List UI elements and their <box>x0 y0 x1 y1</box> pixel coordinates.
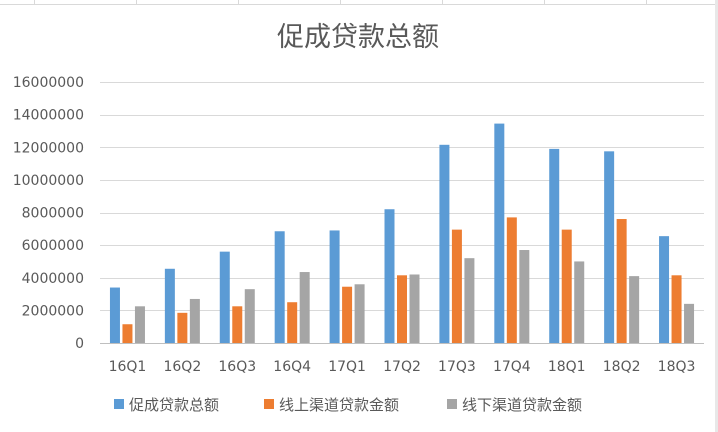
y-tick-label: 12000000 <box>13 140 84 156</box>
bar-16Q1-series-1[interactable] <box>109 287 120 343</box>
bar-18Q2-series-3[interactable] <box>629 276 640 343</box>
x-category-label: 17Q3 <box>438 359 476 375</box>
bar-17Q2-series-3[interactable] <box>409 274 420 343</box>
bar-16Q1-series-2[interactable] <box>122 324 133 343</box>
y-tick-label: 10000000 <box>13 173 84 189</box>
legend-label-series-1[interactable]: 促成贷款总额 <box>129 396 219 414</box>
bar-18Q3-series-1[interactable] <box>659 236 670 343</box>
bar-17Q3-series-3[interactable] <box>464 258 475 343</box>
bar-16Q1-series-3[interactable] <box>134 306 145 343</box>
bar-16Q3-series-2[interactable] <box>232 306 243 343</box>
spreadsheet-column-divider <box>544 0 545 5</box>
y-tick-label: 8000000 <box>22 206 84 222</box>
x-category-label: 18Q1 <box>548 359 586 375</box>
bar-17Q1-series-2[interactable] <box>342 286 353 343</box>
bar-17Q1-series-3[interactable] <box>354 284 365 343</box>
bar-16Q3-series-1[interactable] <box>219 251 230 343</box>
bar-18Q2-series-2[interactable] <box>616 219 627 343</box>
bar-18Q1-series-2[interactable] <box>561 229 572 343</box>
y-tick-label: 4000000 <box>22 271 84 287</box>
spreadsheet-column-divider <box>646 0 647 5</box>
bar-series-group <box>109 123 695 343</box>
bar-16Q2-series-3[interactable] <box>189 298 200 343</box>
spreadsheet-header-strip <box>0 0 718 5</box>
x-category-label: 17Q4 <box>493 359 531 375</box>
spreadsheet-column-divider <box>340 0 341 5</box>
spreadsheet-column-divider <box>136 0 137 5</box>
x-category-label: 18Q2 <box>603 359 641 375</box>
x-category-label: 17Q2 <box>383 359 421 375</box>
x-category-label: 18Q3 <box>658 359 696 375</box>
legend-swatch-series-1 <box>114 399 124 409</box>
y-tick-label: 16000000 <box>13 75 84 91</box>
bar-17Q4-series-2[interactable] <box>506 217 517 343</box>
bar-16Q2-series-1[interactable] <box>164 268 175 343</box>
legend[interactable]: 促成贷款总额 线上渠道贷款金额 线下渠道贷款金额 <box>114 396 582 414</box>
y-axis-tick-labels: 0 2000000 4000000 6000000 8000000 10000000 120… <box>13 75 84 352</box>
bar-18Q3-series-2[interactable] <box>671 275 682 343</box>
x-category-label: 17Q1 <box>328 359 366 375</box>
chart-title: 促成贷款总额 <box>277 22 439 53</box>
bar-16Q3-series-3[interactable] <box>244 289 255 343</box>
spreadsheet-column-divider <box>34 0 35 5</box>
spreadsheet-column-divider <box>442 0 443 5</box>
x-axis-category-labels: 16Q1 16Q2 16Q3 16Q4 17Q1 17Q2 17Q3 17Q4 18Q1 18Q2… <box>109 359 696 375</box>
bar-16Q2-series-2[interactable] <box>177 312 188 343</box>
bar-17Q3-series-1[interactable] <box>439 144 450 343</box>
legend-label-series-3[interactable]: 线下渠道贷款金额 <box>462 396 582 414</box>
bar-16Q4-series-2[interactable] <box>287 302 298 343</box>
y-tick-label: 2000000 <box>22 303 84 319</box>
bar-17Q4-series-3[interactable] <box>519 250 530 343</box>
legend-label-series-2[interactable]: 线上渠道贷款金额 <box>279 396 399 414</box>
legend-swatch-series-2 <box>264 399 274 409</box>
bar-18Q2-series-1[interactable] <box>604 151 615 343</box>
window-right-edge <box>715 0 718 432</box>
y-tick-label: 14000000 <box>13 108 84 124</box>
bar-17Q3-series-2[interactable] <box>451 229 462 343</box>
bar-16Q4-series-1[interactable] <box>274 231 285 343</box>
x-category-label: 16Q4 <box>273 359 311 375</box>
bar-16Q4-series-3[interactable] <box>299 272 310 343</box>
gridlines <box>100 82 704 344</box>
bar-17Q2-series-2[interactable] <box>397 275 407 343</box>
x-category-label: 16Q1 <box>109 359 147 375</box>
bar-18Q3-series-3[interactable] <box>684 303 695 343</box>
bar-17Q1-series-1[interactable] <box>329 230 340 343</box>
bar-18Q1-series-1[interactable] <box>549 148 560 343</box>
bar-18Q1-series-3[interactable] <box>574 261 585 343</box>
bar-17Q4-series-1[interactable] <box>494 123 505 343</box>
bar-17Q2-series-1[interactable] <box>384 209 395 343</box>
x-category-label: 16Q2 <box>163 359 201 375</box>
legend-swatch-series-3 <box>447 399 457 409</box>
y-tick-label: 0 <box>75 336 84 352</box>
y-tick-label: 6000000 <box>22 238 84 254</box>
x-category-label: 16Q3 <box>218 359 256 375</box>
spreadsheet-column-divider <box>238 0 239 5</box>
